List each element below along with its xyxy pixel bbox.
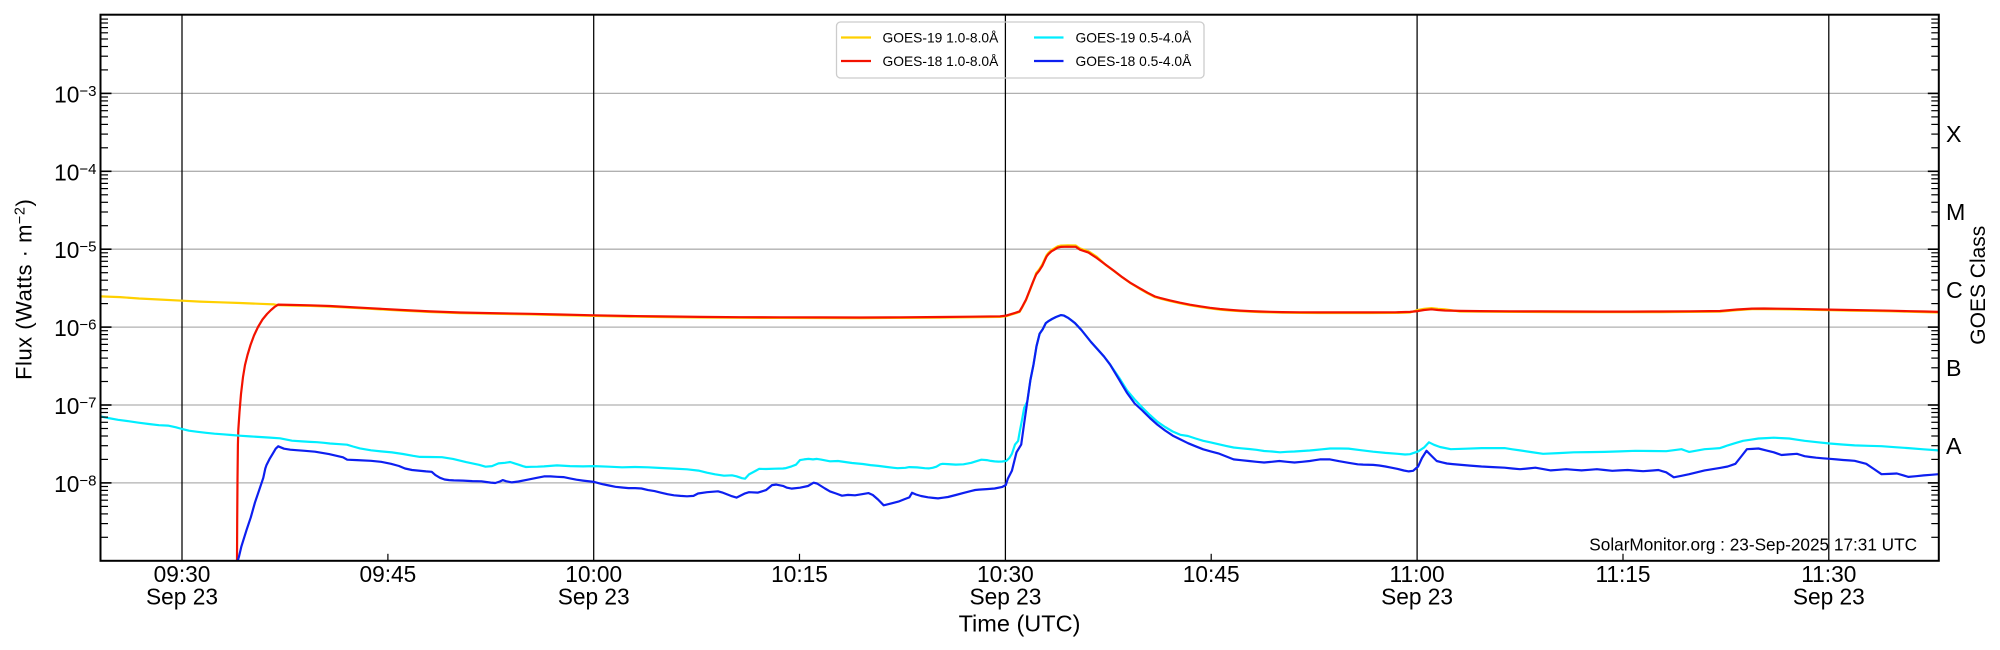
svg-text:09:45: 09:45 [360, 561, 417, 587]
svg-text:Flux (Watts · m−2): Flux (Watts · m−2) [12, 199, 37, 380]
svg-text:10−6: 10−6 [54, 315, 96, 341]
svg-text:10:15: 10:15 [771, 561, 828, 587]
svg-text:GOES Class: GOES Class [1967, 226, 1990, 345]
svg-text:09:30: 09:30 [154, 561, 211, 587]
svg-text:GOES-19 1.0-8.0Å: GOES-19 1.0-8.0Å [883, 29, 1000, 45]
svg-text:X: X [1946, 121, 1961, 147]
svg-text:10−5: 10−5 [54, 237, 96, 263]
svg-text:Sep 23: Sep 23 [1381, 583, 1453, 609]
svg-text:Sep 23: Sep 23 [558, 583, 630, 609]
svg-text:11:15: 11:15 [1595, 561, 1650, 587]
svg-text:Sep 23: Sep 23 [1793, 583, 1865, 609]
svg-text:10−8: 10−8 [54, 471, 96, 497]
svg-text:C: C [1946, 277, 1963, 303]
svg-text:10:30: 10:30 [977, 561, 1034, 587]
svg-text:Sep 23: Sep 23 [146, 583, 218, 609]
svg-text:10−3: 10−3 [54, 81, 96, 107]
svg-text:M: M [1946, 199, 1965, 225]
svg-text:Sep 23: Sep 23 [969, 583, 1041, 609]
svg-text:GOES-19 0.5-4.0Å: GOES-19 0.5-4.0Å [1076, 29, 1193, 45]
svg-text:10−4: 10−4 [54, 159, 96, 185]
svg-text:A: A [1946, 433, 1962, 459]
svg-text:11:00: 11:00 [1390, 561, 1445, 587]
svg-text:11:30: 11:30 [1801, 561, 1856, 587]
svg-text:Time (UTC): Time (UTC) [959, 610, 1081, 636]
svg-text:GOES-18 0.5-4.0Å: GOES-18 0.5-4.0Å [1076, 53, 1193, 69]
svg-text:GOES-18 1.0-8.0Å: GOES-18 1.0-8.0Å [883, 53, 1000, 69]
svg-text:10:00: 10:00 [565, 561, 622, 587]
svg-text:SolarMonitor.org : 23-Sep-2025: SolarMonitor.org : 23-Sep-2025 17:31 UTC [1589, 535, 1917, 555]
svg-text:10:45: 10:45 [1183, 561, 1240, 587]
svg-text:B: B [1946, 355, 1961, 381]
svg-text:10−7: 10−7 [54, 393, 96, 419]
